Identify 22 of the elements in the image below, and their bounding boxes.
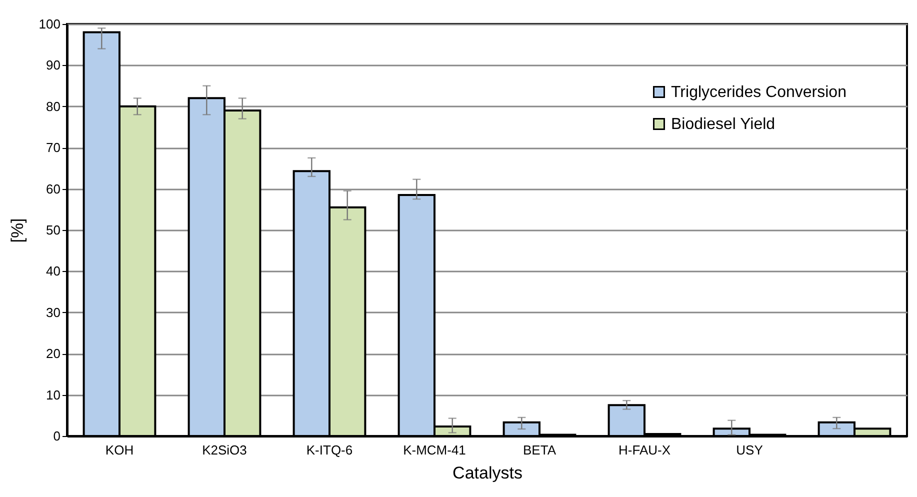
- x-axis-title: Catalysts: [452, 464, 522, 482]
- y-tick-label: 80: [46, 98, 60, 114]
- y-tick-label: 100: [38, 16, 60, 32]
- x-tick-label: K-MCM-41: [403, 442, 466, 458]
- y-tick-label: 30: [46, 304, 60, 320]
- y-tick-label: 60: [46, 181, 60, 196]
- y-tick-label: 90: [46, 58, 60, 73]
- x-tick-label: USY: [736, 442, 764, 458]
- y-tick-label: 40: [46, 264, 60, 279]
- x-tick-label: KOH: [105, 442, 134, 458]
- y-tick-label: 70: [46, 140, 60, 156]
- x-tick-label: H-FAU-X: [618, 442, 671, 458]
- y-tick-label: 50: [46, 222, 60, 238]
- x-tick-label: K-ITQ-6: [306, 442, 353, 458]
- y-tick-label: 20: [46, 346, 60, 362]
- legend-label: Triglycerides Conversion: [671, 84, 846, 101]
- legend-label: Biodiesel Yield: [671, 116, 776, 133]
- x-tick-label: K2SiO3: [202, 442, 247, 458]
- y-axis-title: [%]: [8, 218, 27, 243]
- x-tick-label: BETA: [523, 442, 556, 458]
- y-tick-label: 0: [53, 428, 60, 444]
- y-tick-label: 10: [46, 387, 60, 402]
